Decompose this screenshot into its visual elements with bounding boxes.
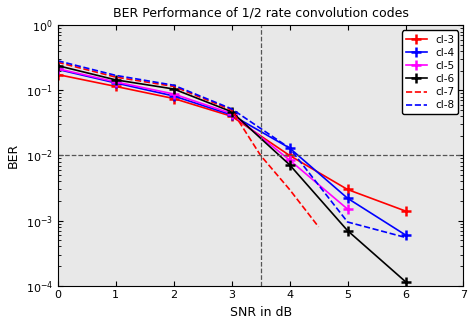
cl-7	[171, 84, 176, 88]
cl-4	[171, 94, 176, 98]
cl-7	[229, 108, 235, 112]
cl-8	[403, 235, 409, 239]
cl-6	[403, 280, 409, 284]
cl-7	[287, 187, 292, 191]
cl-8	[55, 59, 61, 63]
cl-3	[55, 73, 61, 77]
cl-3	[403, 209, 409, 213]
cl-5	[171, 92, 176, 96]
cl-6	[229, 110, 235, 114]
cl-5	[345, 207, 350, 211]
cl-4	[287, 146, 292, 150]
cl-6	[287, 163, 292, 167]
Legend: cl-3, cl-4, cl-5, cl-6, cl-7, cl-8: cl-3, cl-4, cl-5, cl-6, cl-7, cl-8	[401, 31, 458, 114]
cl-4	[113, 81, 118, 85]
Line: cl-7: cl-7	[58, 62, 319, 227]
cl-8	[287, 146, 292, 150]
cl-5	[287, 158, 292, 162]
Y-axis label: BER: BER	[7, 143, 20, 168]
cl-8	[113, 73, 118, 77]
cl-5	[113, 80, 118, 84]
cl-3	[229, 114, 235, 118]
Line: cl-6: cl-6	[53, 61, 410, 287]
cl-3	[171, 96, 176, 100]
cl-6	[345, 229, 350, 232]
cl-4	[229, 113, 235, 117]
cl-3	[113, 84, 118, 88]
Line: cl-5: cl-5	[53, 64, 352, 214]
cl-5	[55, 67, 61, 71]
cl-5	[229, 111, 235, 115]
cl-8	[171, 83, 176, 87]
cl-7	[258, 154, 264, 157]
cl-7	[316, 225, 321, 229]
cl-6	[55, 64, 61, 67]
cl-8	[345, 220, 350, 224]
cl-8	[229, 107, 235, 111]
cl-4	[403, 233, 409, 237]
Line: cl-8: cl-8	[58, 61, 406, 237]
cl-4	[55, 67, 61, 71]
cl-6	[171, 87, 176, 91]
cl-6	[113, 78, 118, 82]
cl-3	[345, 187, 350, 191]
cl-3	[287, 154, 292, 157]
cl-4	[345, 196, 350, 200]
Line: cl-3: cl-3	[53, 70, 410, 216]
X-axis label: SNR in dB: SNR in dB	[229, 306, 292, 319]
Line: cl-4: cl-4	[53, 65, 410, 240]
cl-7	[55, 60, 61, 64]
cl-7	[113, 75, 118, 79]
Title: BER Performance of 1/2 rate convolution codes: BER Performance of 1/2 rate convolution …	[113, 7, 409, 20]
